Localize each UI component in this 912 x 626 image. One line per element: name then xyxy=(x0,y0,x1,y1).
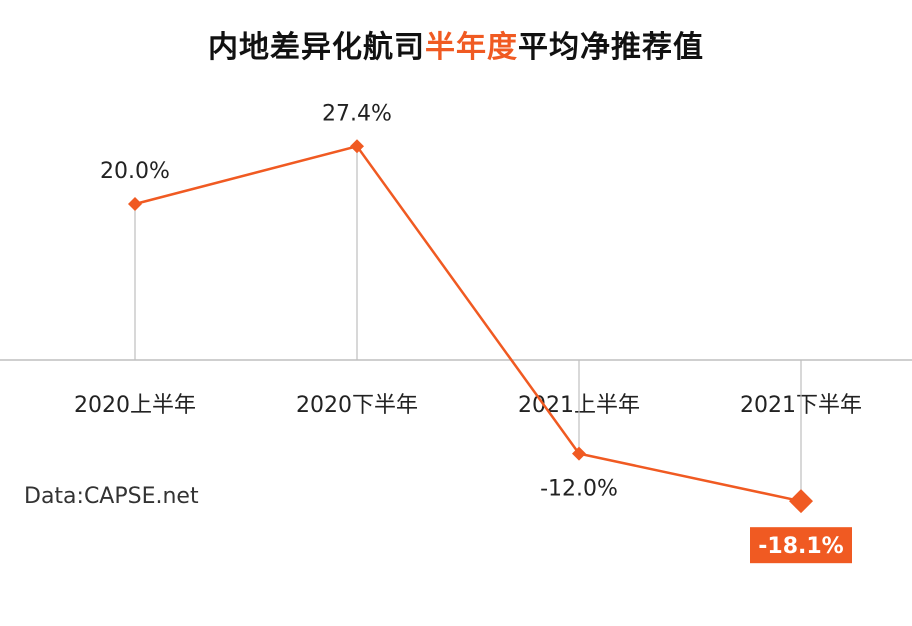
x-tick-label: 2020上半年 xyxy=(74,393,196,418)
data-point-marker xyxy=(572,446,586,461)
data-label: 20.0% xyxy=(100,159,170,184)
title-part-highlight: 半年度 xyxy=(425,30,518,65)
data-label: 27.4% xyxy=(322,101,392,126)
chart-title: 内地差异化航司半年度平均净推荐值 xyxy=(0,22,912,66)
x-tick-label: 2020下半年 xyxy=(296,393,418,418)
title-part-3: 平均净推荐值 xyxy=(518,30,704,65)
data-point-marker xyxy=(128,197,142,211)
data-point-marker xyxy=(350,139,364,154)
highlight-label-box xyxy=(750,527,852,564)
data-label: -12.0% xyxy=(540,477,618,502)
data-point-marker xyxy=(789,489,813,514)
data-label: -18.1% xyxy=(758,534,843,559)
source-note: Data:CAPSE.net xyxy=(24,484,199,509)
series-line xyxy=(134,144,802,503)
title-part-1: 内地差异化航司 xyxy=(208,30,425,65)
